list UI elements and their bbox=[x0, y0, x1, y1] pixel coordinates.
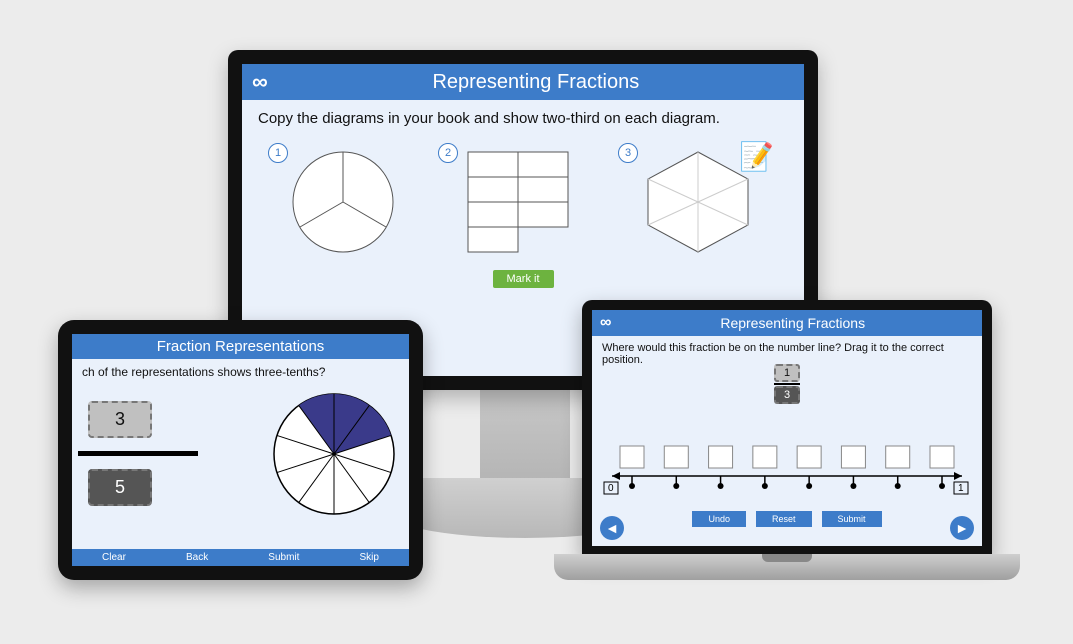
back-button[interactable]: Back bbox=[186, 552, 208, 563]
drag-fraction-bar bbox=[774, 383, 800, 385]
nav-next-button[interactable]: ► bbox=[950, 516, 974, 540]
laptop-question: Where would this fraction be on the numb… bbox=[602, 342, 972, 366]
number-line[interactable]: 0 1 bbox=[602, 436, 972, 496]
fraction-bar bbox=[78, 451, 198, 456]
skip-button[interactable]: Skip bbox=[359, 552, 378, 563]
circle-thirds-svg bbox=[288, 147, 398, 257]
desktop-title: Representing Fractions bbox=[278, 71, 794, 94]
drop-box[interactable] bbox=[664, 446, 688, 468]
diagram-rect-grid[interactable]: 2 bbox=[458, 147, 578, 262]
laptop-device-frame: ∞ Representing Fractions Where would thi… bbox=[582, 300, 992, 556]
laptop-title: Representing Fractions bbox=[611, 315, 974, 331]
mark-it-button[interactable]: Mark it bbox=[493, 270, 554, 288]
tablet-device-frame: Fraction Representations ch of the repre… bbox=[58, 320, 423, 580]
draggable-fraction[interactable]: 1 3 bbox=[774, 364, 800, 404]
drag-numerator: 1 bbox=[774, 364, 800, 382]
tablet-footer: Clear Back Submit Skip bbox=[72, 549, 409, 566]
desktop-instruction: Copy the diagrams in your book and show … bbox=[258, 110, 788, 127]
tablet-screen: Fraction Representations ch of the repre… bbox=[72, 334, 409, 566]
drop-box[interactable] bbox=[841, 446, 865, 468]
drop-box[interactable] bbox=[930, 446, 954, 468]
laptop-button-row: Undo Reset Submit bbox=[592, 511, 982, 527]
fraction-tile-numerator[interactable]: 3 bbox=[88, 401, 152, 438]
drop-box[interactable] bbox=[886, 446, 910, 468]
rect-grid-svg bbox=[458, 147, 578, 257]
laptop-hinge-notch bbox=[762, 554, 812, 562]
diagram-circle-thirds[interactable]: 1 bbox=[288, 147, 398, 262]
laptop-body: Where would this fraction be on the numb… bbox=[592, 336, 982, 546]
diagram-row: 1 2 bbox=[258, 147, 788, 262]
drop-box[interactable] bbox=[709, 446, 733, 468]
tablet-question: ch of the representations shows three-te… bbox=[82, 365, 399, 379]
fraction-tile-denominator[interactable]: 5 bbox=[88, 469, 152, 506]
submit-button[interactable]: Submit bbox=[268, 552, 299, 563]
infinity-logo-icon: ∞ bbox=[600, 314, 611, 332]
diagram-badge-3: 3 bbox=[618, 143, 638, 163]
laptop-screen: ∞ Representing Fractions Where would thi… bbox=[592, 310, 982, 546]
desktop-stand-neck bbox=[480, 390, 570, 480]
diagram-badge-1: 1 bbox=[268, 143, 288, 163]
nl-end-label: 1 bbox=[958, 483, 964, 494]
reset-button[interactable]: Reset bbox=[756, 511, 812, 527]
drop-box[interactable] bbox=[753, 446, 777, 468]
drop-box[interactable] bbox=[797, 446, 821, 468]
diagram-hexagon[interactable]: 3 bbox=[638, 147, 758, 262]
desktop-app-header: ∞ Representing Fractions bbox=[242, 64, 804, 100]
hexagon-svg bbox=[638, 147, 758, 257]
laptop-header: ∞ Representing Fractions bbox=[592, 310, 982, 336]
infinity-logo-icon: ∞ bbox=[252, 69, 268, 95]
drag-denominator: 3 bbox=[774, 386, 800, 404]
undo-button[interactable]: Undo bbox=[692, 511, 746, 527]
submit-button[interactable]: Submit bbox=[822, 511, 882, 527]
nav-prev-button[interactable]: ◄ bbox=[600, 516, 624, 540]
tablet-body: ch of the representations shows three-te… bbox=[72, 359, 409, 549]
tablet-title: Fraction Representations bbox=[72, 334, 409, 359]
clear-button[interactable]: Clear bbox=[102, 552, 126, 563]
nl-start-label: 0 bbox=[608, 483, 614, 494]
diagram-badge-2: 2 bbox=[438, 143, 458, 163]
drop-box[interactable] bbox=[620, 446, 644, 468]
pie-tenths[interactable] bbox=[269, 389, 399, 519]
